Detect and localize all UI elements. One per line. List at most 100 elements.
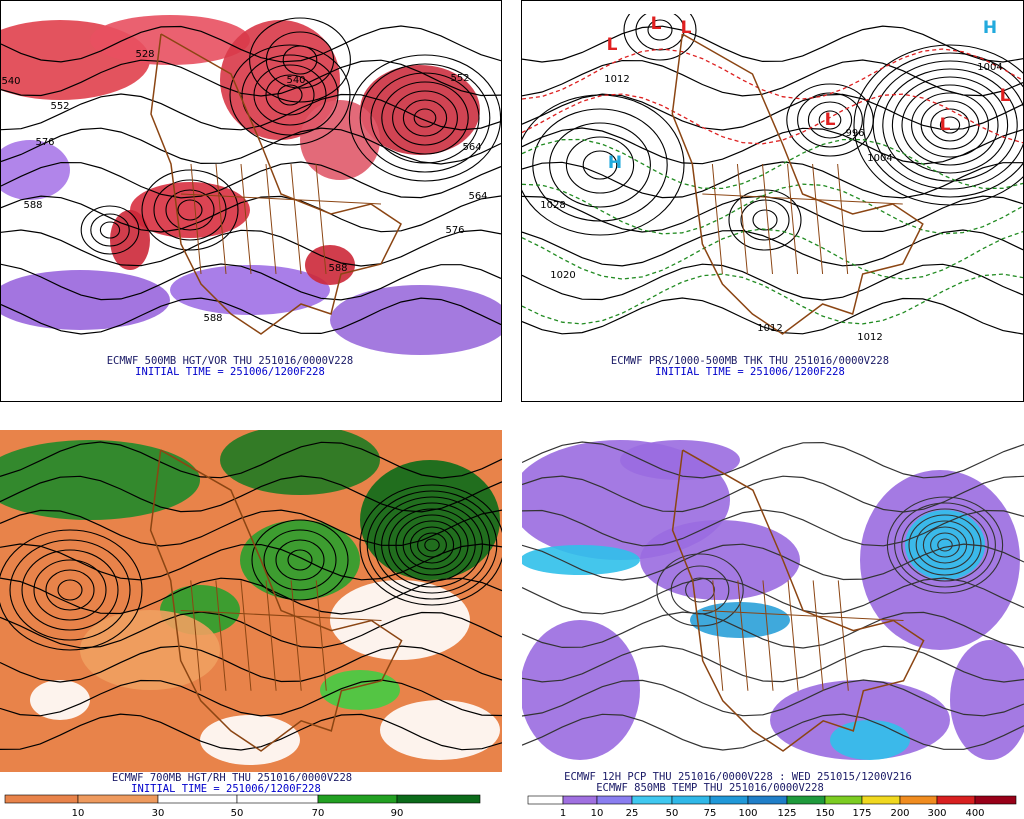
contour [392,90,458,146]
caption: ECMWF 12H PCP THU 251016/0000V228 : WED … [564,771,912,783]
shaded-area [320,670,400,710]
contour [0,543,502,581]
contour [740,199,790,241]
contour [886,496,1004,594]
contour [366,490,498,600]
contour [153,179,227,241]
contour [424,538,440,552]
contour-label: 1004 [977,62,1002,73]
contour [522,509,1024,547]
contour [894,502,996,588]
colorbar-segment [77,794,159,804]
contour-label: 1012 [604,74,629,85]
contour-label: 564 [468,191,487,202]
border [190,580,202,691]
contour [282,45,318,75]
contour [647,19,673,41]
border [761,163,773,275]
panel-frame [0,0,502,402]
contour [402,99,448,137]
contour-label: 540 [1,76,20,87]
contour [0,645,502,683]
contour [388,508,476,582]
contour [277,84,303,106]
contour [635,14,685,51]
contour [582,150,618,180]
border [265,580,277,691]
contour [1,59,501,97]
thickness-contour [522,183,1023,235]
contour [685,577,715,603]
contour [275,539,325,581]
contour [1,127,501,165]
contour [522,611,1024,649]
colorbar-label: 50 [231,808,244,819]
contour [670,565,730,615]
contour [21,549,119,631]
thickness-contour [522,138,1023,190]
contour [0,441,502,479]
shaded-area [380,700,500,760]
thickness-contour [522,228,1023,280]
shaded-area [170,265,330,315]
contour [0,611,502,649]
colorbar-segment [4,794,79,804]
contour [417,532,447,558]
border [711,163,723,275]
contour [1,25,501,63]
colorbar-segment [671,795,711,805]
contour [930,108,970,142]
colorbar-label: 25 [626,808,639,819]
border [787,580,799,691]
border [215,163,227,275]
shaded-area [522,620,640,760]
colorbar-segment [596,795,633,805]
contour [522,59,1023,97]
contour [241,54,339,136]
caption: ECMWF PRS/1000-500MB THK THU 251016/0000… [611,355,889,367]
contour-label: 528 [135,49,154,60]
shaded-area [620,440,740,480]
shaded-area [330,285,501,355]
contour [908,514,982,576]
contour [381,81,469,155]
caption: ECMWF 500MB HGT/VOR THU 251016/0000V228 [107,355,354,367]
contour [818,110,842,130]
border [712,580,724,691]
contour [882,68,1018,182]
colorbar-label: 90 [391,808,404,819]
contour [549,122,651,208]
colorbar-segment [527,795,564,805]
border [787,163,799,275]
contour [522,441,1024,479]
contour [522,25,1023,63]
border [671,449,925,752]
contour [57,579,83,601]
contour-label: 1012 [857,332,882,343]
border [837,580,849,691]
shaded-area [330,580,470,660]
border [702,193,903,205]
contour-label: L [1000,86,1011,106]
contour-label: 1020 [550,270,575,281]
contour [9,539,131,641]
caption: INITIAL TIME = 251006/1200F228 [135,366,325,378]
contour [522,127,1023,165]
colorbar-segment [562,795,598,805]
contour-label: 1004 [867,153,892,164]
contour [265,31,335,89]
contour-label: L [681,18,692,38]
contour-label: 540 [286,75,305,86]
contour [911,92,989,158]
contour [522,93,1023,131]
shaded-area [360,460,500,580]
colorbar-label: 100 [738,808,757,819]
contour [165,189,215,231]
colorbar-segment [786,795,826,805]
border [762,580,774,691]
shaded-area [522,545,640,575]
colorbar-label: 1 [560,808,566,819]
contour [752,209,778,231]
